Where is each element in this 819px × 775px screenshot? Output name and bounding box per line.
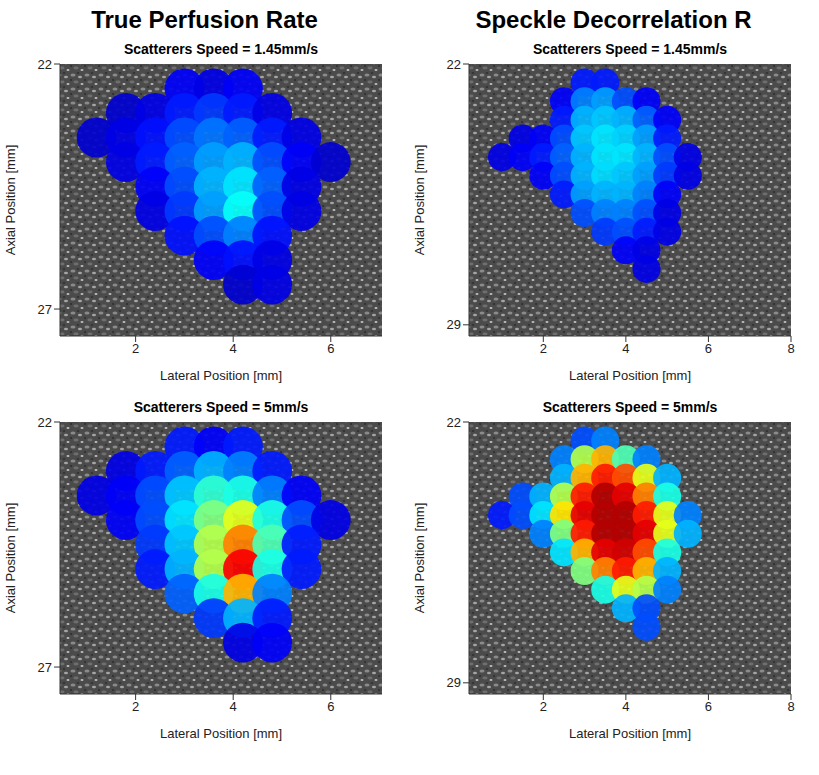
svg-text:Axial Position [mm]: Axial Position [mm] bbox=[412, 503, 427, 614]
html-text:Speckle Decorrelation R: Speckle Decorrelation R bbox=[475, 6, 752, 33]
svg-text:8: 8 bbox=[787, 699, 794, 714]
svg-text:6: 6 bbox=[705, 341, 712, 356]
svg-text:22: 22 bbox=[447, 416, 461, 430]
svg-text:6: 6 bbox=[327, 699, 334, 714]
svg-text:2: 2 bbox=[132, 341, 139, 356]
svg-text:22: 22 bbox=[447, 58, 461, 72]
svg-text:29: 29 bbox=[447, 675, 461, 690]
svg-text:6: 6 bbox=[327, 341, 334, 356]
svg-text:4: 4 bbox=[622, 699, 629, 714]
svg-text:6: 6 bbox=[705, 699, 712, 714]
svg-text:2: 2 bbox=[540, 341, 547, 356]
svg-text:Axial Position [mm]: Axial Position [mm] bbox=[3, 503, 18, 614]
svg-text:Axial Position [mm]: Axial Position [mm] bbox=[412, 145, 427, 256]
svg-text:22: 22 bbox=[38, 58, 52, 72]
html-text:Scatterers Speed = 5mm/s: Scatterers Speed = 5mm/s bbox=[133, 399, 309, 415]
svg-text:4: 4 bbox=[230, 341, 237, 356]
html-text:True Perfusion Rate: True Perfusion Rate bbox=[91, 6, 318, 33]
svg-text:22: 22 bbox=[38, 416, 52, 430]
svg-text:Lateral Position [mm]: Lateral Position [mm] bbox=[569, 368, 691, 383]
html-text:Scatterers Speed = 1.45mm/s: Scatterers Speed = 1.45mm/s bbox=[123, 41, 319, 57]
svg-text:4: 4 bbox=[230, 699, 237, 714]
html-text:Scatterers Speed = 1.45mm/s: Scatterers Speed = 1.45mm/s bbox=[532, 41, 728, 57]
svg-text:2: 2 bbox=[132, 699, 139, 714]
svg-text:2: 2 bbox=[540, 699, 547, 714]
svg-text:27: 27 bbox=[38, 660, 52, 675]
svg-text:Axial Position [mm]: Axial Position [mm] bbox=[3, 145, 18, 256]
svg-text:27: 27 bbox=[38, 302, 52, 317]
svg-text:29: 29 bbox=[447, 317, 461, 332]
html-text:Scatterers Speed = 5mm/s: Scatterers Speed = 5mm/s bbox=[542, 399, 718, 415]
svg-text:Lateral Position [mm]: Lateral Position [mm] bbox=[569, 726, 691, 741]
svg-text:4: 4 bbox=[622, 341, 629, 356]
svg-text:Lateral Position [mm]: Lateral Position [mm] bbox=[160, 368, 282, 383]
svg-text:8: 8 bbox=[787, 341, 794, 356]
svg-text:Lateral Position [mm]: Lateral Position [mm] bbox=[160, 726, 282, 741]
